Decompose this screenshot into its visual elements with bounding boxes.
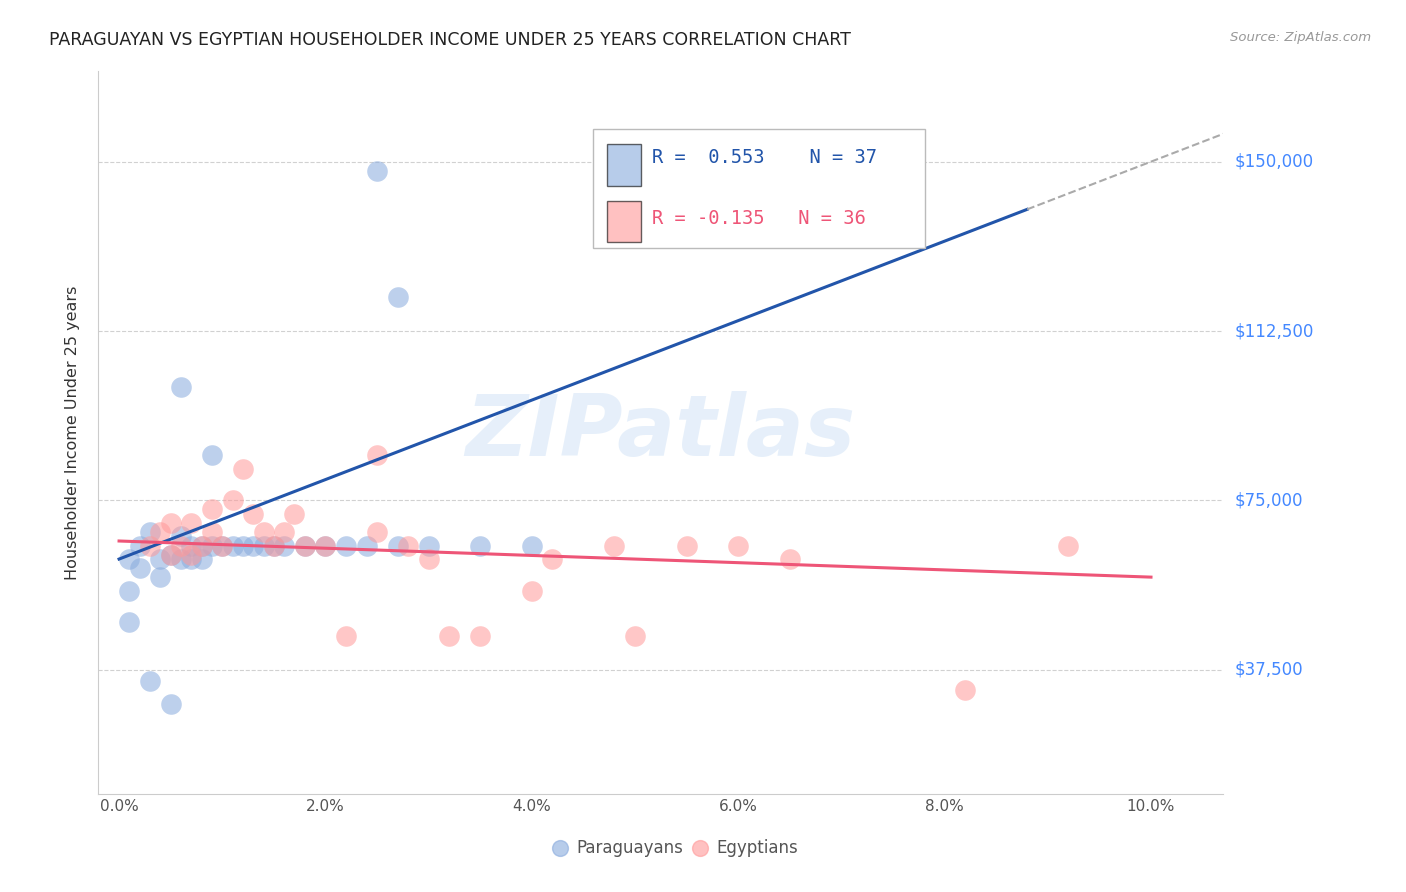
Text: PARAGUAYAN VS EGYPTIAN HOUSEHOLDER INCOME UNDER 25 YEARS CORRELATION CHART: PARAGUAYAN VS EGYPTIAN HOUSEHOLDER INCOM… <box>49 31 851 49</box>
Point <box>955 683 977 698</box>
Y-axis label: Householder Income Under 25 years: Householder Income Under 25 years <box>65 285 80 580</box>
Point <box>470 629 492 643</box>
Point <box>201 502 224 516</box>
Point <box>201 539 224 553</box>
Point <box>211 539 233 553</box>
Point <box>128 539 150 553</box>
Point <box>294 539 316 553</box>
Point <box>314 539 336 553</box>
Point <box>273 524 295 539</box>
Point <box>159 516 181 530</box>
Point <box>190 552 212 566</box>
Point <box>396 539 419 553</box>
Point <box>170 539 193 553</box>
Point <box>541 552 564 566</box>
Point <box>294 539 316 553</box>
Point <box>232 462 254 476</box>
Point <box>180 516 202 530</box>
Point <box>273 539 295 553</box>
Point <box>139 539 162 553</box>
Point <box>149 570 172 584</box>
Point <box>418 552 440 566</box>
Point <box>470 539 492 553</box>
Text: R = -0.135   N = 36: R = -0.135 N = 36 <box>652 209 866 228</box>
Point <box>159 697 181 711</box>
Point <box>252 524 274 539</box>
Point <box>263 539 285 553</box>
Point <box>118 552 141 566</box>
Text: Source: ZipAtlas.com: Source: ZipAtlas.com <box>1230 31 1371 45</box>
Text: R =  0.553    N = 37: R = 0.553 N = 37 <box>652 148 877 168</box>
Point <box>314 539 336 553</box>
Text: ZIPatlas: ZIPatlas <box>465 391 856 475</box>
Point <box>201 524 224 539</box>
Point <box>366 163 388 178</box>
Point <box>263 539 285 553</box>
Point <box>335 629 357 643</box>
Point <box>159 548 181 562</box>
Point <box>520 583 543 598</box>
Point <box>387 290 409 304</box>
Text: Egyptians: Egyptians <box>716 839 797 857</box>
Point <box>170 380 193 394</box>
Point <box>211 539 233 553</box>
Point <box>283 507 305 521</box>
Text: $75,000: $75,000 <box>1234 491 1303 509</box>
Point <box>180 552 202 566</box>
Point <box>603 539 626 553</box>
Point <box>624 629 647 643</box>
Text: $37,500: $37,500 <box>1234 661 1303 679</box>
Point <box>418 539 440 553</box>
Point <box>190 539 212 553</box>
Point <box>139 524 162 539</box>
Point <box>242 539 264 553</box>
Text: $112,500: $112,500 <box>1234 322 1313 340</box>
Point <box>149 552 172 566</box>
Point <box>128 561 150 575</box>
Point <box>159 548 181 562</box>
FancyBboxPatch shape <box>607 145 641 186</box>
Point <box>779 552 801 566</box>
Point <box>201 448 224 462</box>
Point <box>221 539 243 553</box>
Point <box>675 539 697 553</box>
Point <box>366 448 388 462</box>
Point <box>139 673 162 688</box>
Point <box>190 539 212 553</box>
Point <box>366 524 388 539</box>
Point <box>221 493 243 508</box>
Point <box>118 615 141 630</box>
FancyBboxPatch shape <box>607 201 641 243</box>
Point <box>727 539 749 553</box>
Point <box>242 507 264 521</box>
Point <box>170 552 193 566</box>
Point <box>118 583 141 598</box>
Point <box>232 539 254 553</box>
Text: $150,000: $150,000 <box>1234 153 1313 170</box>
Point <box>335 539 357 553</box>
Point <box>180 539 202 553</box>
Point <box>439 629 461 643</box>
Point <box>149 524 172 539</box>
Point <box>170 529 193 543</box>
Point <box>252 539 274 553</box>
Point <box>180 548 202 562</box>
FancyBboxPatch shape <box>593 129 925 248</box>
Point <box>356 539 378 553</box>
Point <box>1057 539 1080 553</box>
Text: Paraguayans: Paraguayans <box>576 839 683 857</box>
Point <box>387 539 409 553</box>
Point <box>520 539 543 553</box>
